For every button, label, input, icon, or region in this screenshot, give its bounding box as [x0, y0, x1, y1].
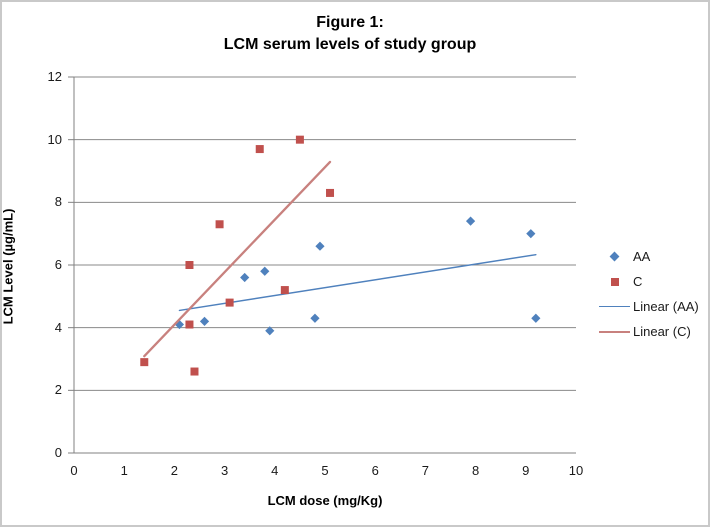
legend-item-linear-aa: Linear (AA): [599, 294, 699, 319]
x-tick-label: 9: [522, 463, 530, 478]
trendline-aa: [178, 253, 537, 312]
y-tick-label: 12: [47, 69, 62, 84]
legend-label-aa: AA: [633, 249, 651, 264]
chart-title-line1: Figure 1:: [316, 14, 384, 31]
data-point-aa: [260, 266, 270, 276]
chart-title-line2: LCM serum levels of study group: [223, 36, 477, 53]
y-tick-label: 0: [54, 445, 62, 460]
data-point-c: [225, 298, 234, 307]
data-point-c: [190, 367, 199, 376]
data-point-c: [255, 145, 264, 154]
y-tick-label: 4: [54, 319, 62, 335]
linear-aa-line-icon: [599, 306, 630, 307]
data-point-c: [215, 220, 224, 229]
chart-title: Figure 1: LCM serum levels of study grou…: [2, 12, 698, 56]
y-tick-label: 10: [47, 131, 62, 147]
data-point-aa: [310, 313, 320, 323]
data-point-aa: [240, 272, 250, 283]
x-tick-label: 10: [568, 463, 584, 478]
y-tick-label: 8: [54, 194, 62, 210]
legend-label-c: C: [633, 274, 643, 289]
x-tick-label: 1: [120, 463, 128, 478]
legend-item-linear-c: Linear (C): [599, 319, 699, 344]
y-axis-title: LCM Level (µg/mL): [0, 208, 16, 325]
y-tick-label: 2: [54, 382, 62, 398]
data-point-aa: [265, 326, 275, 336]
data-point-aa: [531, 313, 541, 323]
data-point-c: [326, 188, 335, 197]
data-point-aa: [315, 241, 325, 251]
x-tick-label: 0: [70, 463, 78, 478]
x-tick-label: 4: [271, 463, 279, 478]
data-point-c: [185, 320, 194, 329]
data-point-aa: [199, 316, 210, 326]
x-axis-title: LCM dose (mg/Kg): [267, 493, 383, 508]
x-tick-label: 7: [421, 463, 430, 478]
legend: AA C Linear (AA) Linear (C): [599, 244, 699, 344]
x-tick-label: 3: [220, 463, 229, 478]
legend-item-c: C: [599, 269, 699, 294]
aa-diamond-icon: [599, 251, 630, 262]
data-point-aa: [526, 229, 536, 239]
data-point-c: [185, 261, 194, 269]
data-point-c: [295, 135, 304, 144]
x-tick-label: 5: [321, 463, 329, 478]
legend-label-linear-c: Linear (C): [633, 324, 691, 339]
data-point-c: [280, 286, 289, 295]
trendline-c: [143, 160, 332, 358]
data-point-aa: [465, 216, 476, 226]
x-tick-label: 2: [170, 463, 179, 478]
y-tick-label: 6: [54, 257, 62, 272]
x-tick-label: 8: [471, 463, 480, 478]
legend-label-linear-aa: Linear (AA): [633, 299, 699, 314]
legend-item-aa: AA: [599, 244, 699, 269]
c-square-icon: [599, 277, 630, 286]
data-point-c: [140, 358, 149, 367]
linear-c-line-icon: [599, 330, 630, 333]
x-tick-label: 6: [371, 463, 379, 478]
